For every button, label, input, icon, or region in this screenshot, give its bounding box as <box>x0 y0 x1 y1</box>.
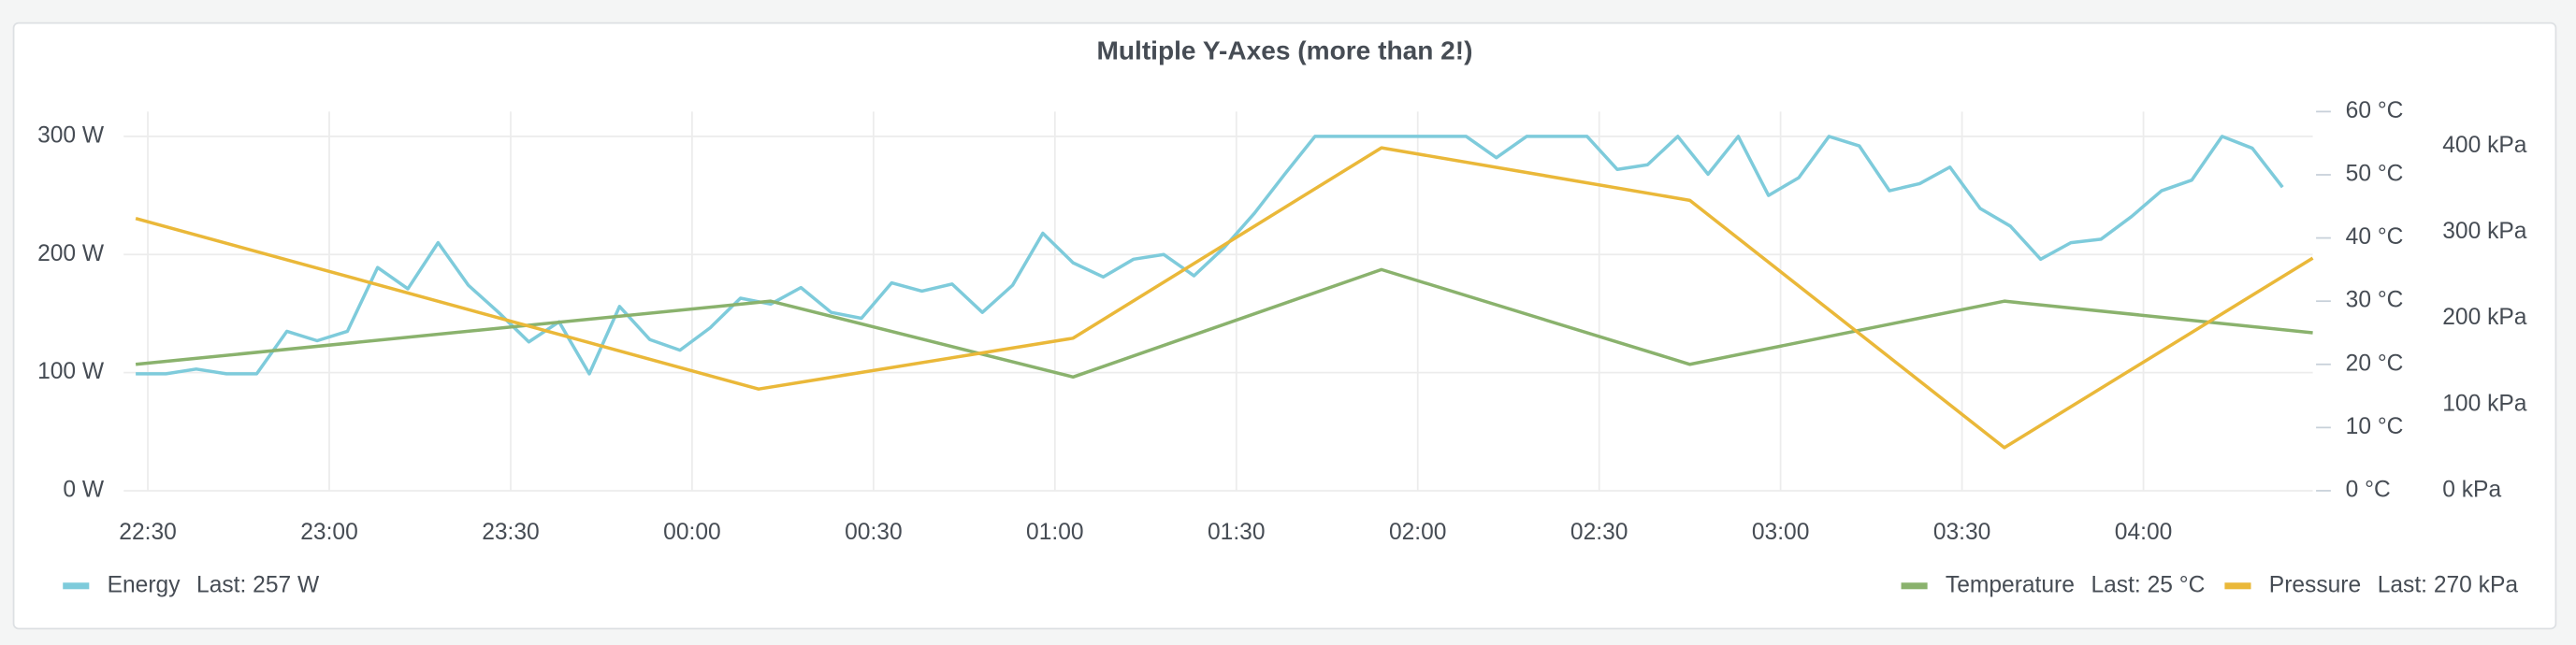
legend-label: Temperature <box>1946 572 2075 597</box>
x-tick-label: 23:30 <box>482 520 540 545</box>
legend-swatch <box>63 582 90 590</box>
x-tick-label: 02:30 <box>1570 520 1628 545</box>
x-tick-label: 00:00 <box>663 520 721 545</box>
x-tick-label: 02:00 <box>1389 520 1447 545</box>
x-tick-label: 03:00 <box>1752 520 1810 545</box>
y2-tick-label: 20 °C <box>2346 351 2404 376</box>
y2-tick-label: 40 °C <box>2346 224 2404 250</box>
y-tick-label: 0 W <box>63 477 104 502</box>
x-tick-label: 04:00 <box>2115 520 2173 545</box>
legend-value: Last: 257 W <box>196 572 320 597</box>
series-line <box>136 135 2284 376</box>
x-tick-label: 22:30 <box>119 520 177 545</box>
panel-frame <box>12 22 2557 630</box>
x-tick-label: 01:30 <box>1208 520 1266 545</box>
x-tick-label: 23:00 <box>300 520 358 545</box>
legend-label: Energy <box>108 572 181 597</box>
y2-tick-label: 10 °C <box>2346 414 2404 439</box>
series-line <box>135 146 2314 450</box>
y2-tick-label: 50 °C <box>2346 161 2404 186</box>
legend-value: Last: 270 kPa <box>2378 572 2519 597</box>
panel-title: Multiple Y-Axes (more than 2!) <box>1096 36 1472 65</box>
y2-tick-label: 60 °C <box>2346 98 2404 123</box>
legend-swatch <box>1901 582 1928 590</box>
y2-tick-label: 0 °C <box>2346 477 2391 502</box>
x-tick-label: 00:30 <box>845 520 903 545</box>
legend-value: Last: 25 °C <box>2091 572 2205 597</box>
y-tick-label: 100 W <box>37 359 105 384</box>
y-tick-label: 300 W <box>37 122 105 148</box>
legend-swatch <box>2224 582 2251 590</box>
x-tick-label: 03:30 <box>1933 520 1991 545</box>
y3-tick-label: 100 kPa <box>2442 391 2527 416</box>
y3-tick-label: 300 kPa <box>2442 219 2527 244</box>
y3-tick-label: 0 kPa <box>2442 477 2501 502</box>
y2-tick-label: 30 °C <box>2346 288 2404 313</box>
series-line <box>135 267 2313 380</box>
y-tick-label: 200 W <box>37 241 105 266</box>
y3-tick-label: 400 kPa <box>2442 133 2527 158</box>
x-tick-label: 01:00 <box>1026 520 1084 545</box>
y3-tick-label: 200 kPa <box>2442 305 2527 330</box>
legend-label: Pressure <box>2269 572 2361 597</box>
